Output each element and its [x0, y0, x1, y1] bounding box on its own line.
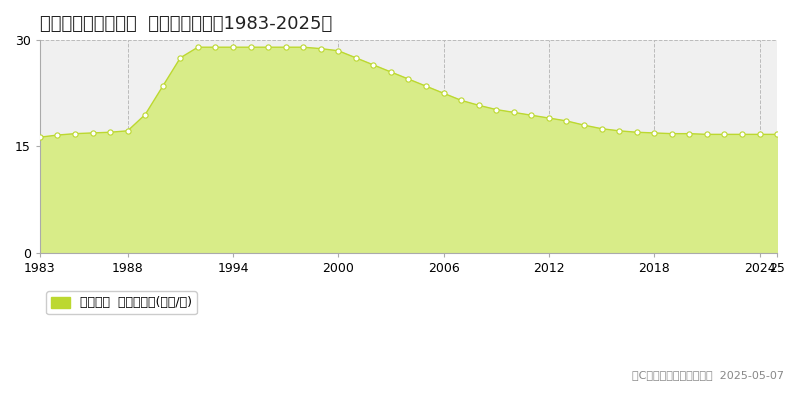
- Point: [209, 44, 222, 50]
- Point: [367, 62, 380, 68]
- Point: [279, 44, 292, 50]
- Point: [314, 46, 327, 52]
- Point: [104, 129, 117, 136]
- Point: [630, 129, 643, 136]
- Point: [578, 122, 590, 128]
- Point: [437, 90, 450, 96]
- Point: [86, 130, 99, 136]
- Text: 伊予郡松前町西高柳  公示地価推移［1983-2025］: 伊予郡松前町西高柳 公示地価推移［1983-2025］: [40, 15, 332, 33]
- Point: [156, 83, 169, 89]
- Point: [385, 69, 398, 75]
- Point: [490, 106, 502, 113]
- Point: [69, 130, 82, 137]
- Text: （C）土地価格ドットコム  2025-05-07: （C）土地価格ドットコム 2025-05-07: [632, 370, 784, 380]
- Point: [666, 130, 678, 137]
- Point: [683, 130, 696, 137]
- Point: [560, 118, 573, 124]
- Point: [34, 134, 46, 140]
- Point: [454, 97, 467, 104]
- Point: [139, 111, 152, 118]
- Point: [51, 132, 64, 138]
- Point: [648, 130, 661, 136]
- Point: [507, 109, 520, 116]
- Point: [595, 126, 608, 132]
- Point: [542, 115, 555, 121]
- Point: [262, 44, 274, 50]
- Point: [332, 48, 345, 54]
- Point: [613, 128, 626, 134]
- Point: [191, 44, 204, 50]
- Point: [297, 44, 310, 50]
- Point: [420, 83, 433, 89]
- Point: [770, 131, 783, 138]
- Point: [735, 131, 748, 138]
- Point: [718, 131, 731, 138]
- Legend: 公示地価  平均坪単価(万円/坪): 公示地価 平均坪単価(万円/坪): [46, 292, 197, 314]
- Point: [244, 44, 257, 50]
- Point: [525, 112, 538, 118]
- Point: [472, 102, 485, 108]
- Point: [226, 44, 239, 50]
- Point: [753, 131, 766, 138]
- Point: [174, 55, 186, 61]
- Point: [701, 131, 714, 138]
- Point: [350, 55, 362, 61]
- Point: [122, 128, 134, 134]
- Point: [402, 76, 415, 82]
